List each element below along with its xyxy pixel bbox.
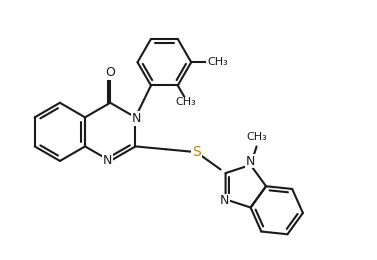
Text: N: N [219,194,229,207]
Text: N: N [103,154,112,167]
Text: N: N [132,112,142,125]
Text: CH₃: CH₃ [175,97,196,107]
Text: N: N [246,155,255,168]
Text: CH₃: CH₃ [246,132,267,142]
Text: S: S [192,145,201,159]
Text: CH₃: CH₃ [207,57,228,67]
Text: O: O [105,67,115,80]
